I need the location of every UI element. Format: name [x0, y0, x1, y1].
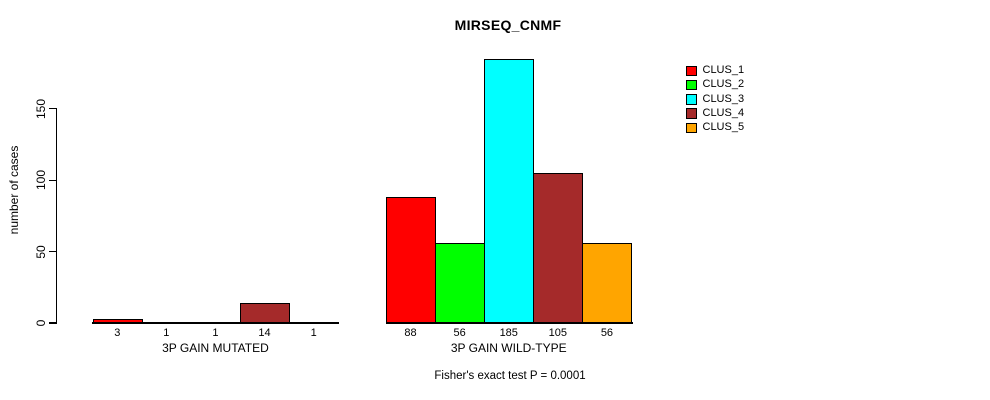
bar-value-label: 185: [499, 327, 518, 339]
y-axis-tick: [48, 250, 56, 253]
legend-swatch-clus_1: [686, 65, 697, 76]
bar-clus_4: [240, 303, 291, 325]
legend-swatch-clus_4: [686, 108, 697, 119]
y-axis-tick-label-text: 0: [34, 319, 48, 327]
y-axis-tick-label-text: 100: [34, 170, 48, 191]
legend-label: CLUS_5: [702, 121, 745, 134]
group-label: 3P GAIN MUTATED: [162, 341, 269, 355]
y-axis-tick: [48, 179, 56, 181]
bar-value-label: 3: [114, 327, 121, 339]
legend-label: CLUS_2: [702, 78, 745, 91]
bar-clus_1: [386, 197, 437, 325]
y-axis-tick-label-text: 150: [34, 98, 48, 119]
fisher-test-annotation: Fisher's exact test P = 0.0001: [434, 370, 586, 382]
bar-clus_2: [435, 243, 486, 325]
y-axis-tick-label-text: 50: [34, 244, 48, 259]
bar-value-label: 1: [163, 327, 170, 339]
bar-clus_4: [533, 173, 584, 325]
legend-label: CLUS_1: [702, 64, 745, 76]
legend-label: CLUS_4: [702, 106, 745, 119]
legend-swatch-clus_2: [686, 79, 697, 91]
group-label: 3P GAIN WILD-TYPE: [450, 341, 567, 355]
bar-value-label: 56: [600, 327, 614, 339]
bar-value-label: 1: [212, 327, 219, 339]
chart-title: MIRSEQ_CNMF: [454, 17, 562, 33]
group-baseline: [385, 322, 633, 325]
legend-label: CLUS_3: [702, 92, 745, 105]
bar-clus_5: [582, 243, 633, 325]
legend-swatch-clus_3: [686, 94, 697, 105]
bar-clus_3: [484, 58, 535, 325]
y-axis-tick: [48, 108, 56, 110]
bar-value-label: 88: [404, 327, 417, 339]
group-baseline: [92, 322, 340, 325]
y-axis-line: [55, 107, 57, 324]
bar-value-label: 14: [258, 327, 271, 339]
bar-value-label: 1: [310, 327, 317, 339]
bar-value-label: 105: [548, 327, 568, 339]
y-axis-tick: [48, 322, 56, 324]
legend-swatch-clus_5: [686, 122, 697, 134]
bar-value-label: 56: [453, 327, 466, 339]
